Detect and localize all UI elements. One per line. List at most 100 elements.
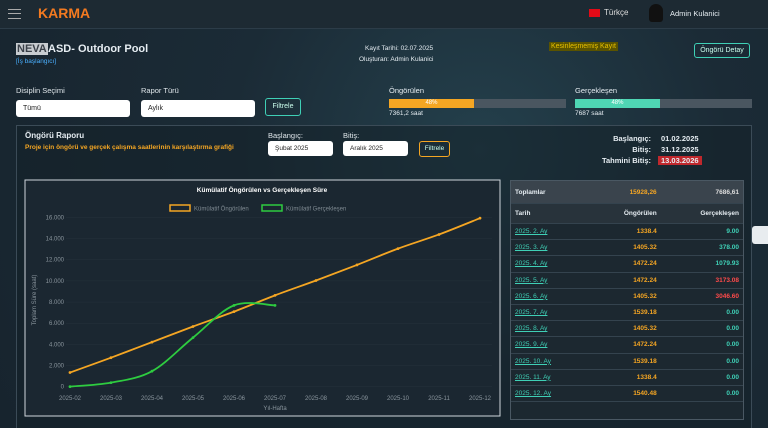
progress-percent: 48% xyxy=(611,100,624,106)
summary-value: 01.02.2025 xyxy=(661,134,699,143)
x-tick-label: 2025-11 xyxy=(428,396,450,402)
settings-tab[interactable] xyxy=(752,226,768,244)
summary-value: 31.12.2025 xyxy=(661,145,699,154)
table-cell: 1472.24 xyxy=(588,255,661,273)
table-cell[interactable]: 2025. 6. Ay xyxy=(511,288,589,305)
table-row: 2025. 10. Ay 1539.18 0.00 xyxy=(511,353,743,370)
table-cell[interactable]: 2025. 4. Ay xyxy=(511,255,589,273)
table-cell[interactable]: 2025. 10. Ay xyxy=(511,353,589,370)
table-row: 2025. 7. Ay 1539.18 0.00 xyxy=(511,304,743,322)
y-tick-label: 6.000 xyxy=(49,321,65,327)
y-tick-label: 8.000 xyxy=(49,300,65,306)
table-cell: 3046.60 xyxy=(660,288,743,305)
discipline-label: Disiplin Seçimi xyxy=(16,86,65,95)
series-point xyxy=(478,216,482,220)
x-tick-label: 2025-04 xyxy=(141,396,164,402)
table-cell[interactable]: 2025. 12. Ay xyxy=(511,385,589,403)
table-cell: 1338.4 xyxy=(588,223,661,241)
series-point xyxy=(232,310,236,314)
column-header[interactable]: Öngörülen xyxy=(588,203,661,224)
table-cell[interactable]: 2025. 2. Ay xyxy=(511,223,589,241)
y-axis-label: Toplam Süre (saat) xyxy=(32,275,38,326)
report-filter-button[interactable]: Filtrele xyxy=(419,141,450,157)
project-status: [İş başlangıcı] xyxy=(16,58,57,65)
column-header[interactable]: Tarih xyxy=(511,203,589,224)
table-row: 2025. 11. Ay 1338.4 0.00 xyxy=(511,369,743,386)
y-tick-label: 12.000 xyxy=(46,258,65,264)
table-cell: 0.00 xyxy=(660,369,743,386)
end-input[interactable]: Aralık 2025 xyxy=(343,141,408,156)
table-cell[interactable]: 2025. 3. Ay xyxy=(511,239,589,257)
progress-percent: 48% xyxy=(425,100,438,106)
discipline-select[interactable]: Tümü xyxy=(16,100,130,117)
totals-label: Toplamlar xyxy=(511,181,589,204)
table-cell: 1405.32 xyxy=(588,288,661,305)
table-cell: 1540.48 xyxy=(588,385,661,403)
table-cell: 0.00 xyxy=(660,304,743,322)
series-line xyxy=(69,302,276,388)
table-row: 2025. 2. Ay 1338.4 9.00 xyxy=(511,223,743,241)
chart-frame xyxy=(24,179,501,417)
x-axis-label: Yıl-Hafta xyxy=(263,406,287,412)
column-header[interactable]: Gerçekleşen xyxy=(660,203,743,224)
y-tick-label: 14.000 xyxy=(46,237,65,243)
language[interactable]: Türkçe xyxy=(604,8,629,17)
badge: Kesinleşmemiş Kayıt xyxy=(549,42,618,51)
x-tick-label: 2025-02 xyxy=(59,396,82,402)
table-cell: 0.00 xyxy=(660,336,743,354)
report-title: Öngörü Raporu xyxy=(25,131,85,140)
progress-hours: 7687 saat xyxy=(575,110,604,117)
progress-fill xyxy=(575,99,660,108)
report-type-select[interactable]: Aylık xyxy=(141,100,255,117)
project-code: NEVA xyxy=(16,43,48,55)
series-point xyxy=(150,340,154,344)
table-row: 2025. 5. Ay 1472.24 3173.08 xyxy=(511,272,743,289)
user-name[interactable]: Admin Kulanici xyxy=(670,9,720,18)
report-subtitle: Proje için öngörü ve gerçek çalışma saat… xyxy=(25,144,234,151)
series-point xyxy=(109,356,113,360)
table-row: 2025. 8. Ay 1405.32 0.00 xyxy=(511,320,743,338)
start-label: Başlangıç: xyxy=(268,131,304,140)
x-tick-label: 2025-12 xyxy=(469,396,492,402)
y-tick-label: 10.000 xyxy=(46,279,65,285)
progress-track: 48% xyxy=(389,99,566,108)
table-cell: 3173.08 xyxy=(660,272,743,289)
table-cell: 1079.93 xyxy=(660,255,743,273)
chart-title: Kümülatif Öngörülen vs Gerçekleşen Süre xyxy=(197,185,328,194)
series-point xyxy=(314,279,318,282)
progress-fill xyxy=(389,99,474,108)
filter-button[interactable]: Filtrele xyxy=(265,98,301,116)
user-icon xyxy=(649,4,663,22)
table-row: 2025. 6. Ay 1405.32 3046.60 xyxy=(511,288,743,305)
table-cell[interactable]: 2025. 5. Ay xyxy=(511,272,589,289)
data-table: Toplamlar 15928,26 7686,61 Tarih Öngörülen Ge… xyxy=(511,181,743,403)
flag xyxy=(589,9,600,17)
progress-track: 48% xyxy=(575,99,752,108)
table-cell[interactable]: 2025. 8. Ay xyxy=(511,320,589,338)
created-by: Oluşturan: Admin Kulanici xyxy=(359,56,434,63)
table-cell: 0.00 xyxy=(660,353,743,370)
table-cell: 1472.24 xyxy=(588,272,661,289)
series-point xyxy=(355,263,359,267)
table-cell[interactable]: 2025. 9. Ay xyxy=(511,336,589,354)
series-point xyxy=(191,336,195,340)
x-tick-label: 2025-07 xyxy=(264,396,287,402)
series-point xyxy=(437,233,441,236)
legend-label: Kümülatif Öngörülen xyxy=(194,206,249,213)
detail-button[interactable]: Öngörü Detay xyxy=(694,43,750,58)
start-input[interactable]: Şubat 2025 xyxy=(268,141,333,156)
top-bar xyxy=(0,0,768,29)
menu-icon[interactable] xyxy=(8,9,21,19)
summary-label: Bitiş: xyxy=(632,145,651,154)
y-tick-label: 0 xyxy=(61,385,65,391)
total-value: 15928,26 xyxy=(588,181,661,204)
table-cell: 1405.32 xyxy=(588,320,661,338)
table-cell[interactable]: 2025. 7. Ay xyxy=(511,304,589,322)
table-cell: 0.00 xyxy=(660,320,743,338)
progress-label: Gerçekleşen xyxy=(575,86,618,95)
table-cell[interactable]: 2025. 11. Ay xyxy=(511,369,589,386)
series-point xyxy=(232,303,236,307)
table-row: 2025. 3. Ay 1405.32 378.00 xyxy=(511,239,743,257)
progress-label: Öngörülen xyxy=(389,86,425,95)
